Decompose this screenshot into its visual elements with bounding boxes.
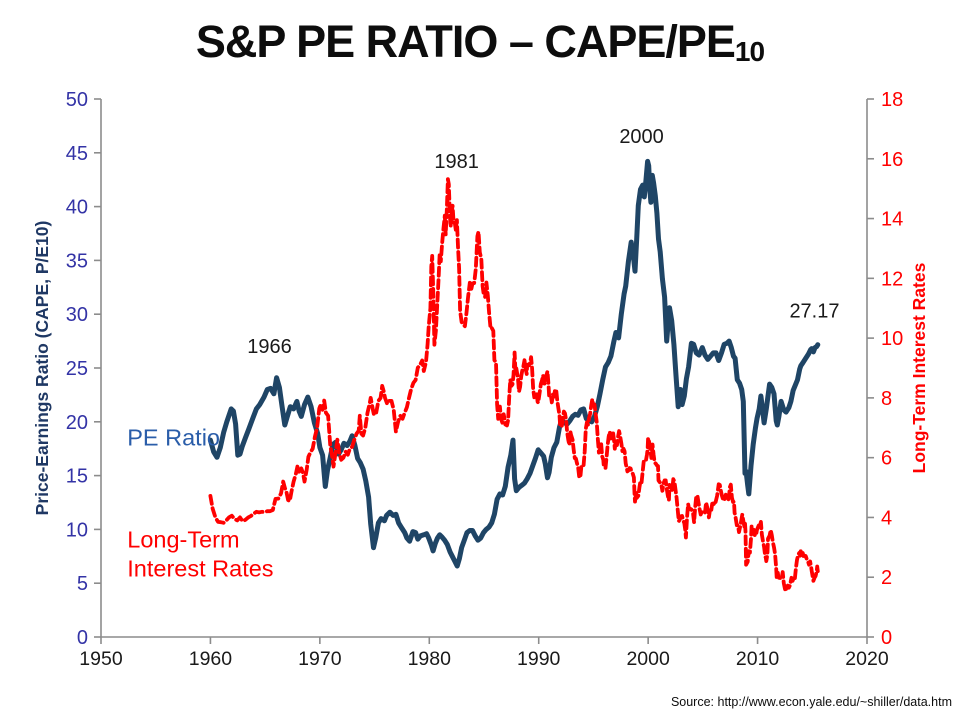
page-title-main: S&P PE RATIO – CAPE/PE — [195, 16, 736, 67]
x-tick-label: 2020 — [845, 648, 889, 670]
left-tick-label: 20 — [66, 412, 88, 434]
left-axis-title: Price-Earnings Ratio (CAPE, P/E10) — [32, 221, 52, 516]
right-tick-label: 12 — [881, 268, 903, 290]
right-tick-label: 0 — [881, 627, 892, 649]
series-label-long-term: Long-Term — [127, 527, 239, 553]
x-tick-label: 1980 — [408, 648, 452, 670]
right-tick-label: 10 — [881, 328, 903, 350]
right-tick-label: 16 — [881, 149, 903, 171]
x-tick-label: 1950 — [79, 648, 123, 670]
series-label-pe-ratio: PE Ratio — [127, 424, 220, 450]
x-tick-label: 2000 — [626, 648, 670, 670]
right-tick-label: 18 — [881, 89, 903, 111]
annotation-1981: 1981 — [434, 151, 479, 173]
right-tick-label: 2 — [881, 567, 892, 589]
annotation-2000: 2000 — [619, 126, 664, 148]
x-tick-label: 1990 — [517, 648, 561, 670]
x-axis-ticks: 1950 1960 1970 1980 1990 2000 2010 2020 — [79, 637, 889, 670]
right-tick-label: 4 — [881, 507, 892, 529]
annotation-1966: 1966 — [247, 336, 292, 358]
left-tick-label: 40 — [66, 197, 88, 219]
x-tick-label: 1960 — [189, 648, 233, 670]
left-tick-label: 15 — [66, 466, 88, 488]
series-line-long-term-interest-rates — [208, 177, 820, 594]
left-tick-label: 5 — [77, 573, 88, 595]
series-labels: PE Ratio Long-Term Interest Rates — [127, 424, 273, 581]
source-note: Source: http://www.econ.yale.edu/~shille… — [671, 695, 952, 709]
left-tick-label: 25 — [66, 358, 88, 380]
data-series — [207, 158, 821, 594]
series-label-interest-rates: Interest Rates — [127, 556, 273, 582]
right-tick-label: 8 — [881, 388, 892, 410]
right-tick-label: 14 — [881, 209, 903, 231]
page-title-subscript: 10 — [734, 36, 765, 67]
left-tick-label: 35 — [66, 250, 88, 272]
annotations: 1966 1981 2000 27.17 — [247, 126, 839, 358]
right-tick-label: 6 — [881, 448, 892, 470]
left-tick-label: 0 — [77, 627, 88, 649]
left-axis-ticks: 0 5 10 15 20 25 30 35 40 45 50 — [66, 89, 101, 649]
page-title: S&P PE RATIO – CAPE/PE10 — [0, 16, 960, 68]
right-axis-title: Long-Term Interest Rates — [909, 262, 929, 473]
right-axis-ticks: 0 2 4 6 8 10 12 14 16 18 — [867, 89, 903, 649]
left-tick-label: 30 — [66, 304, 88, 326]
x-tick-label: 1970 — [298, 648, 342, 670]
left-tick-label: 45 — [66, 143, 88, 165]
annotation-27-17: 27.17 — [789, 300, 839, 322]
x-tick-label: 2010 — [736, 648, 780, 670]
left-tick-label: 50 — [66, 89, 88, 111]
left-tick-label: 10 — [66, 519, 88, 541]
series-line-pe-ratio — [207, 158, 821, 569]
